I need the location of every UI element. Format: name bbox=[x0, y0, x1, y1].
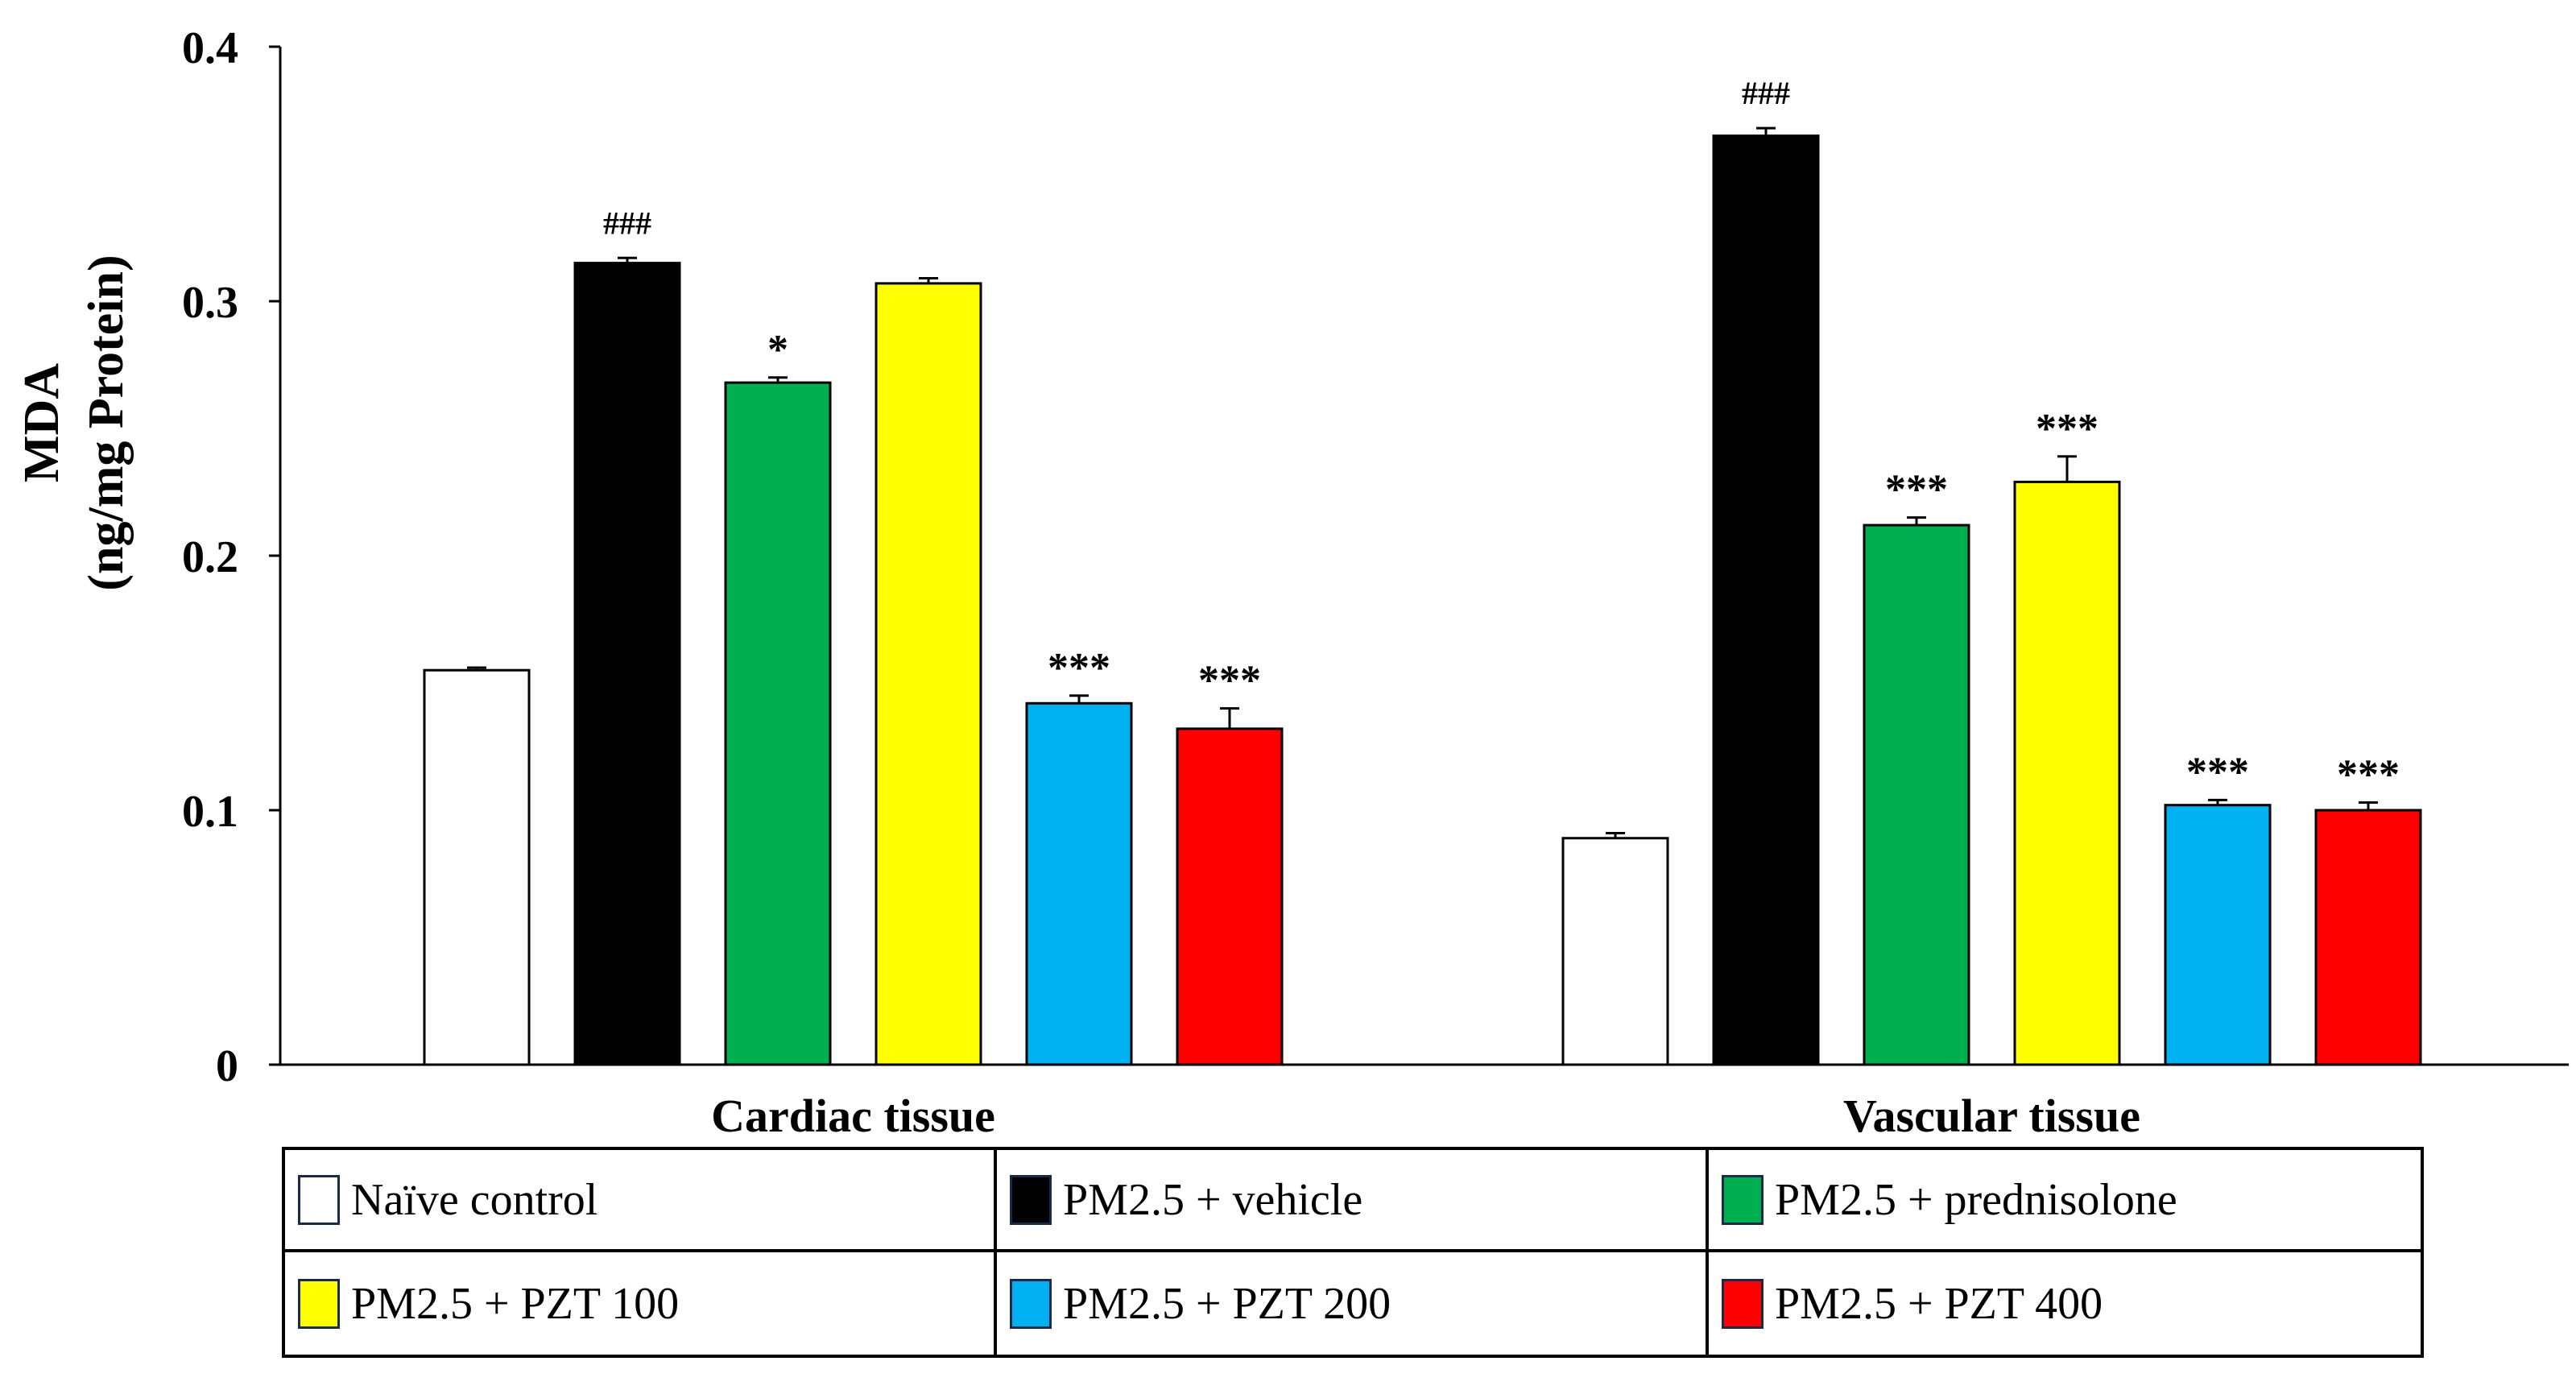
significance-label: *** bbox=[2186, 749, 2249, 795]
legend-swatch bbox=[1722, 1174, 1764, 1225]
bar bbox=[423, 668, 531, 1066]
x-category-label: Cardiac tissue bbox=[711, 1090, 995, 1142]
legend-item-pm25-prednisolone: PM2.5 + prednisolone bbox=[1709, 1150, 2421, 1252]
bar bbox=[573, 262, 681, 1066]
legend-label: PM2.5 + PZT 100 bbox=[351, 1278, 680, 1329]
significance-label: ### bbox=[1742, 75, 1790, 111]
legend-label: PM2.5 + PZT 200 bbox=[1063, 1278, 1391, 1329]
bar bbox=[875, 282, 982, 1066]
legend-label: PM2.5 + PZT 400 bbox=[1775, 1278, 2103, 1329]
y-tick-label: 0 bbox=[216, 1041, 238, 1091]
legend: Naïve control PM2.5 + vehicle PM2.5 + pr… bbox=[282, 1147, 2424, 1358]
legend-item-pm25-pzt100: PM2.5 + PZT 100 bbox=[285, 1252, 997, 1355]
legend-item-pm25-vehicle: PM2.5 + vehicle bbox=[997, 1150, 1709, 1252]
legend-item-pm25-pzt200: PM2.5 + PZT 200 bbox=[997, 1252, 1709, 1355]
legend-item-pm25-pzt400: PM2.5 + PZT 400 bbox=[1709, 1252, 2421, 1355]
legend-item-naive-control: Naïve control bbox=[285, 1150, 997, 1252]
bar bbox=[724, 381, 832, 1066]
y-tick-label: 0.3 bbox=[182, 278, 238, 328]
bar-chart: 00.10.20.30.4 ###**** ***###********* *** … bbox=[14, 23, 2569, 1142]
bars bbox=[423, 126, 2422, 1066]
bar bbox=[1176, 727, 1284, 1066]
significance-label: *** bbox=[1048, 645, 1110, 691]
y-tick-label: 0.2 bbox=[182, 532, 238, 582]
significance-label: *** bbox=[1198, 658, 1261, 704]
legend-swatch bbox=[1722, 1278, 1764, 1329]
y-tick-label: 0.1 bbox=[182, 787, 238, 837]
bar bbox=[2314, 809, 2422, 1066]
y-tick-label: 0.4 bbox=[182, 23, 238, 73]
bar bbox=[1712, 134, 1820, 1066]
legend-swatch bbox=[1010, 1174, 1052, 1225]
bar bbox=[1025, 701, 1133, 1066]
x-category-labels: Cardiac tissue Vascular tissue bbox=[711, 1090, 2140, 1142]
significance-label: * bbox=[767, 327, 788, 373]
significance-label: ### bbox=[603, 205, 651, 241]
bar bbox=[2013, 480, 2121, 1066]
legend-label: PM2.5 + prednisolone bbox=[1775, 1174, 2177, 1225]
x-category-label: Vascular tissue bbox=[1843, 1090, 2140, 1142]
legend-swatch bbox=[298, 1174, 340, 1225]
bar bbox=[1561, 837, 1669, 1066]
significance-label: *** bbox=[2337, 752, 2400, 798]
bar bbox=[1863, 523, 1970, 1066]
bar bbox=[2164, 804, 2272, 1066]
significance-label: *** bbox=[1885, 467, 1948, 513]
legend-swatch bbox=[1010, 1278, 1052, 1329]
legend-label: Naïve control bbox=[351, 1174, 598, 1225]
y-axis-label-line2: (ng/mg Protein) bbox=[79, 254, 134, 590]
legend-swatch bbox=[298, 1278, 340, 1329]
significance-label: *** bbox=[2036, 406, 2098, 452]
annotations: ###**** ***###********* *** bbox=[603, 75, 2400, 797]
y-axis-label-line1: MDA bbox=[14, 363, 69, 482]
legend-label: PM2.5 + vehicle bbox=[1063, 1174, 1363, 1225]
